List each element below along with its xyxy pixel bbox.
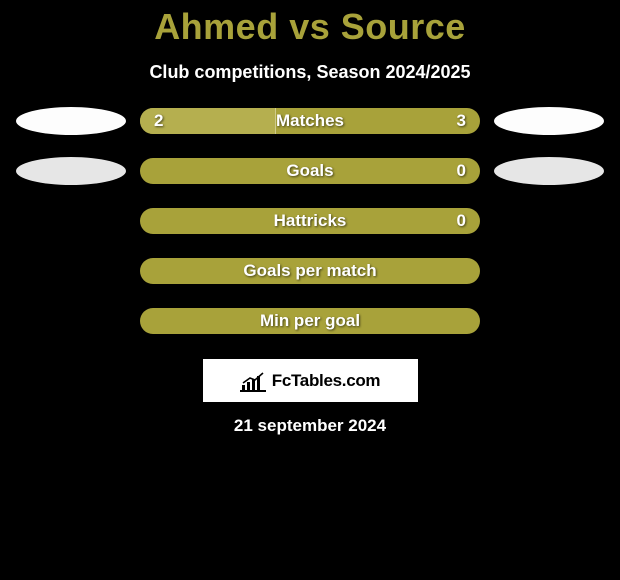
- subtitle: Club competitions, Season 2024/2025: [0, 62, 620, 83]
- page-title: Ahmed vs Source: [0, 6, 620, 48]
- stat-label: Hattricks: [274, 211, 347, 231]
- stat-bar: Goals 0: [140, 158, 480, 184]
- stat-row: Hattricks 0: [0, 207, 620, 235]
- player-right-marker: [494, 107, 604, 135]
- stat-row: Min per goal: [0, 307, 620, 335]
- stat-right-value: 3: [457, 111, 466, 131]
- stat-bar: Goals per match: [140, 258, 480, 284]
- player-right-marker: [494, 157, 604, 185]
- comparison-widget: Ahmed vs Source Club competitions, Seaso…: [0, 0, 620, 436]
- brand-text: FcTables.com: [272, 371, 381, 391]
- stat-bar: Min per goal: [140, 308, 480, 334]
- stat-row: Goals per match: [0, 257, 620, 285]
- bar-chart-icon: [240, 370, 266, 392]
- date-text: 21 september 2024: [0, 416, 620, 436]
- stat-right-value: 0: [457, 211, 466, 231]
- stat-label: Goals: [286, 161, 333, 181]
- brand-logo: FcTables.com: [203, 359, 418, 402]
- stat-left-value: 2: [154, 111, 163, 131]
- stat-right-value: 0: [457, 161, 466, 181]
- stat-row: 2 Matches 3: [0, 107, 620, 135]
- player-left-marker: [16, 157, 126, 185]
- stat-bar: Hattricks 0: [140, 208, 480, 234]
- stat-label: Goals per match: [243, 261, 376, 281]
- stat-rows: 2 Matches 3 Goals 0 Hattricks 0 Goals per match…: [0, 107, 620, 335]
- stat-bar: 2 Matches 3: [140, 108, 480, 134]
- stat-label: Matches: [276, 111, 344, 131]
- player-left-marker: [16, 107, 126, 135]
- stat-label: Min per goal: [260, 311, 360, 331]
- stat-row: Goals 0: [0, 157, 620, 185]
